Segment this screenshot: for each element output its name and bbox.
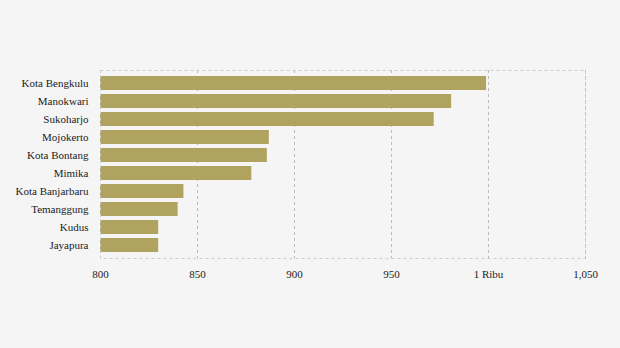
svg-text:Sukoharjo: Sukoharjo — [43, 113, 89, 125]
svg-text:Jayapura: Jayapura — [49, 239, 88, 251]
svg-text:950: 950 — [383, 268, 400, 280]
svg-text:Temanggung: Temanggung — [31, 203, 89, 215]
svg-text:Kota Bengkulu: Kota Bengkulu — [22, 77, 89, 89]
svg-text:850: 850 — [189, 268, 206, 280]
svg-text:900: 900 — [286, 268, 303, 280]
svg-text:Kota Banjarbaru: Kota Banjarbaru — [16, 185, 89, 197]
svg-text:Kudus: Kudus — [60, 221, 89, 233]
svg-text:800: 800 — [92, 268, 109, 280]
svg-text:Kota Bontang: Kota Bontang — [27, 149, 89, 161]
svg-text:1 Ribu: 1 Ribu — [474, 268, 504, 280]
svg-text:1,050: 1,050 — [573, 268, 598, 280]
svg-text:Mimika: Mimika — [54, 167, 89, 179]
svg-text:Manokwari: Manokwari — [38, 95, 89, 107]
svg-text:Mojokerto: Mojokerto — [42, 131, 89, 143]
